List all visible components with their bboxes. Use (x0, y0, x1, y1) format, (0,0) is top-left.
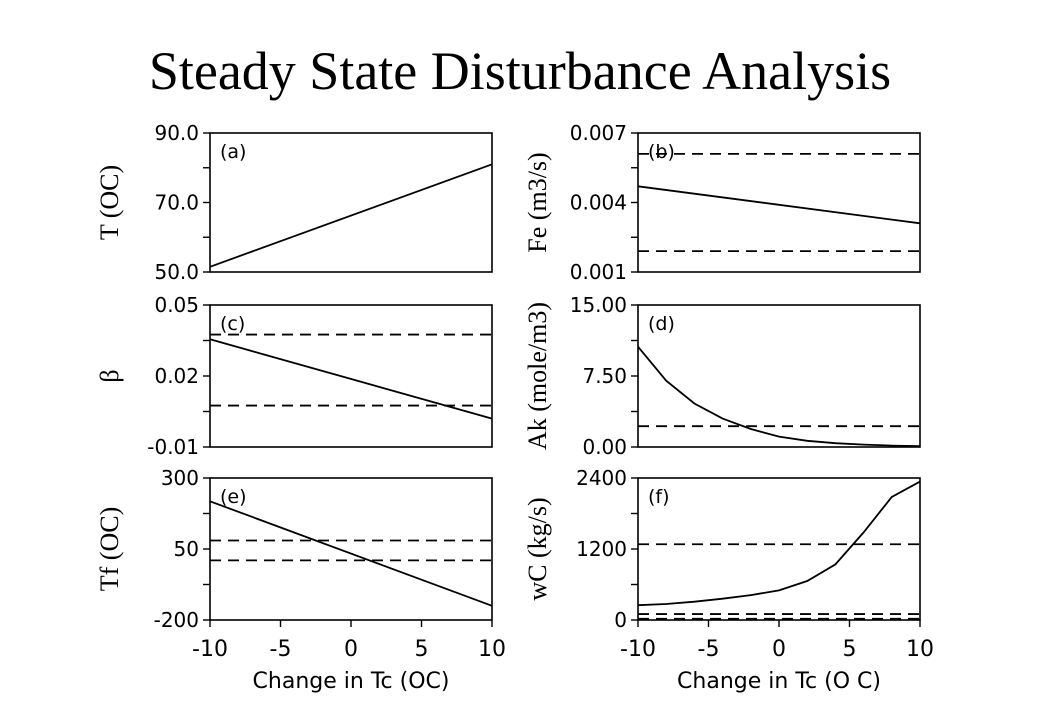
y-axis-label: wC (kg/s) (523, 497, 552, 600)
x-tick-label: 10 (478, 637, 506, 662)
chart-panel-1: 50.0 70.0 90.0 T (OC) (a) (95, 121, 493, 284)
y-tick-label: -200 (154, 608, 199, 632)
series-line (209, 500, 493, 607)
panel-label: (d) (648, 313, 675, 335)
x-tick-label: -5 (698, 637, 720, 662)
x-axis-label: Change in Tc (O C) (677, 669, 881, 694)
series-line (637, 346, 921, 447)
panel-label: (b) (648, 141, 675, 163)
y-tick-label: 70.0 (154, 191, 199, 215)
y-tick-label: 0.007 (570, 121, 627, 145)
y-axis-label: Tf (OC) (95, 507, 124, 591)
y-tick-label: 0.001 (570, 260, 627, 284)
y-tick-label: 50.0 (154, 260, 199, 284)
x-tick-label: 5 (843, 637, 857, 662)
x-tick-label: 10 (906, 637, 934, 662)
chart-panel-5: -200 50 300 -10 -5 0 5 10 Change in Tc (OC) Tf (O… (95, 466, 506, 694)
x-axis-label: Change in Tc (OC) (253, 669, 450, 694)
x-tick-label: -10 (192, 637, 228, 662)
y-tick-label: 0.00 (582, 435, 627, 459)
chart-panel-6: 0 1200 2400 -10 -5 0 5 10 Change in Tc (O C) wC (… (523, 466, 934, 694)
y-axis-label: T (OC) (95, 165, 124, 240)
y-axis-label: β (95, 369, 124, 382)
panel-label: (f) (648, 486, 670, 508)
panel-label: (c) (220, 313, 245, 335)
series-line (637, 480, 921, 607)
series-line (637, 185, 921, 225)
y-tick-label: 0.004 (570, 191, 627, 215)
y-tick-label: -0.01 (147, 435, 199, 459)
y-tick-label: 90.0 (154, 121, 199, 145)
series-line (209, 163, 493, 268)
y-axis-label: Fe (m3/s) (523, 152, 552, 252)
x-tick-label: 0 (772, 637, 786, 662)
y-tick-label: 7.50 (582, 364, 627, 388)
plot-frame (209, 477, 493, 621)
series-line (209, 338, 493, 420)
chart-panel-3: -0.01 0.02 0.05 β (c) (95, 293, 493, 459)
y-axis-label: Ak (mole/m3) (523, 302, 552, 450)
x-tick-label: 5 (415, 637, 429, 662)
chart-panel-2: 0.001 0.004 0.007 Fe (m3/s) (b) (523, 121, 921, 284)
y-tick-label: 0.05 (154, 293, 199, 317)
slide-title: Steady State Disturbance Analysis (148, 41, 892, 101)
y-tick-label: 0 (614, 608, 627, 632)
y-tick-label: 0.02 (154, 364, 199, 388)
plot-frame (637, 477, 921, 621)
x-tick-label: -5 (270, 637, 292, 662)
plot-frame (209, 304, 493, 448)
y-tick-label: 1200 (576, 537, 627, 561)
x-tick-label: 0 (344, 637, 358, 662)
panel-label: (e) (220, 486, 247, 508)
y-tick-label: 2400 (576, 466, 627, 490)
x-tick-label: -10 (620, 637, 656, 662)
y-tick-label: 15.00 (570, 293, 627, 317)
panel-label: (a) (220, 141, 246, 163)
chart-panel-4: 0.00 7.50 15.00 Ak (mole/m3) (d) (523, 293, 921, 459)
y-tick-label: 50 (174, 537, 199, 561)
y-tick-label: 300 (161, 466, 199, 490)
